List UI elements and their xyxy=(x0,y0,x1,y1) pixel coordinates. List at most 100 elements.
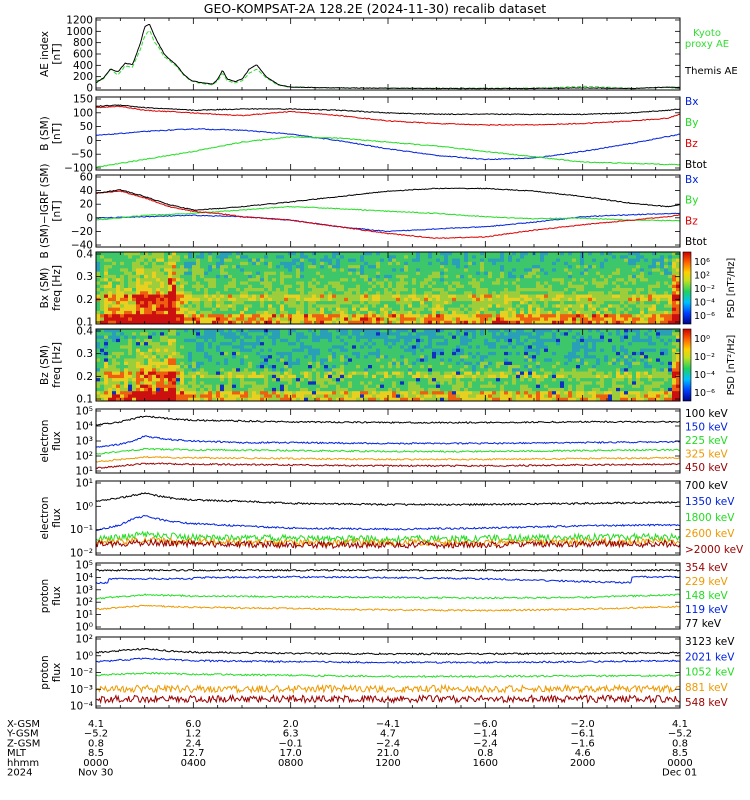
psd-cell xyxy=(304,307,309,312)
psd-cell xyxy=(124,255,129,260)
psd-cell xyxy=(352,351,357,356)
psd-cell xyxy=(288,281,293,286)
psd-cell xyxy=(100,258,105,263)
psd-cell xyxy=(152,271,157,276)
psd-cell xyxy=(604,268,609,273)
psd-cell xyxy=(280,358,285,363)
psd-cell xyxy=(264,274,269,279)
psd-cell xyxy=(220,335,225,340)
psd-cell xyxy=(352,304,357,309)
psd-cell xyxy=(432,271,437,276)
psd-cell xyxy=(652,301,657,305)
psd-cell xyxy=(484,274,489,279)
psd-cell xyxy=(352,374,357,379)
psd-cell xyxy=(408,258,413,263)
psd-cell xyxy=(104,261,109,266)
psd-cell xyxy=(312,365,317,369)
psd-cell xyxy=(384,265,389,269)
psd-cell xyxy=(488,297,493,302)
psd-cell xyxy=(244,335,249,340)
psd-cell xyxy=(224,394,229,399)
psd-cell xyxy=(540,258,545,263)
psd-cell xyxy=(356,387,361,392)
psd-cell xyxy=(108,342,113,346)
psd-cell xyxy=(216,371,221,376)
psd-cell xyxy=(648,307,653,312)
psd-cell xyxy=(648,314,653,319)
psd-cell xyxy=(132,335,137,340)
psd-cell xyxy=(312,378,317,382)
psd-cell xyxy=(280,361,285,366)
psd-cell xyxy=(192,258,197,263)
psd-cell xyxy=(212,297,217,302)
psd-cell xyxy=(160,252,165,256)
psd-cell xyxy=(292,255,297,260)
psd-cell xyxy=(584,284,589,289)
psd-cell xyxy=(156,304,161,309)
psd-cell xyxy=(188,355,193,360)
psd-cell xyxy=(160,348,165,353)
psd-cell xyxy=(304,278,309,283)
psd-cell xyxy=(600,258,605,263)
psd-cell xyxy=(376,291,381,296)
psd-cell xyxy=(588,255,593,260)
psd-cell xyxy=(372,320,377,324)
psd-cell xyxy=(224,342,229,346)
psd-cell xyxy=(112,317,117,322)
psd-cell xyxy=(180,342,185,346)
psd-cell xyxy=(308,278,313,283)
psd-cell xyxy=(300,378,305,382)
psd-cell xyxy=(116,261,121,266)
psd-cell xyxy=(576,265,581,269)
psd-cell xyxy=(196,252,201,256)
psd-cell xyxy=(276,345,281,350)
psd-cell xyxy=(676,281,680,286)
psd-cell xyxy=(308,255,313,260)
psd-cell xyxy=(324,265,329,269)
psd-cell xyxy=(436,301,441,305)
psd-cell xyxy=(296,358,301,363)
psd-cell xyxy=(132,301,137,305)
psd-cell xyxy=(368,307,373,312)
psd-cell xyxy=(356,381,361,386)
psd-cell xyxy=(336,342,341,346)
psd-cell xyxy=(440,304,445,309)
psd-cell xyxy=(652,297,657,302)
psd-cell xyxy=(168,314,173,319)
psd-cell xyxy=(344,258,349,263)
psd-cell xyxy=(472,271,477,276)
psd-cell xyxy=(500,281,505,286)
psd-cell xyxy=(112,274,117,279)
psd-cell xyxy=(140,329,145,333)
psd-cell xyxy=(184,310,189,315)
psd-cell xyxy=(304,288,309,292)
psd-cell xyxy=(244,371,249,376)
psd-cell xyxy=(324,268,329,273)
psd-cell xyxy=(244,355,249,360)
psd-cell xyxy=(164,294,169,299)
psd-cell xyxy=(268,274,273,279)
psd-cell xyxy=(236,284,241,289)
psd-cell xyxy=(244,301,249,305)
psd-cell xyxy=(308,265,313,269)
psd-cell xyxy=(224,258,229,263)
psd-cell xyxy=(436,307,441,312)
psd-cell xyxy=(448,320,453,324)
psd-cell xyxy=(308,281,313,286)
psd-cell xyxy=(224,391,229,396)
psd-cell xyxy=(116,338,121,343)
psd-cell xyxy=(108,332,113,337)
psd-cell xyxy=(468,320,473,324)
psd-cell xyxy=(444,310,449,315)
psd-cell xyxy=(400,274,405,279)
psd-cell xyxy=(124,381,129,386)
psd-cell xyxy=(448,310,453,315)
psd-cell xyxy=(104,348,109,353)
psd-cell xyxy=(220,284,225,289)
psd-cell xyxy=(468,271,473,276)
psd-cell xyxy=(616,274,621,279)
psd-cell xyxy=(272,310,277,315)
psd-cell xyxy=(616,281,621,286)
psd-cell xyxy=(224,355,229,360)
psd-cell xyxy=(656,297,661,302)
